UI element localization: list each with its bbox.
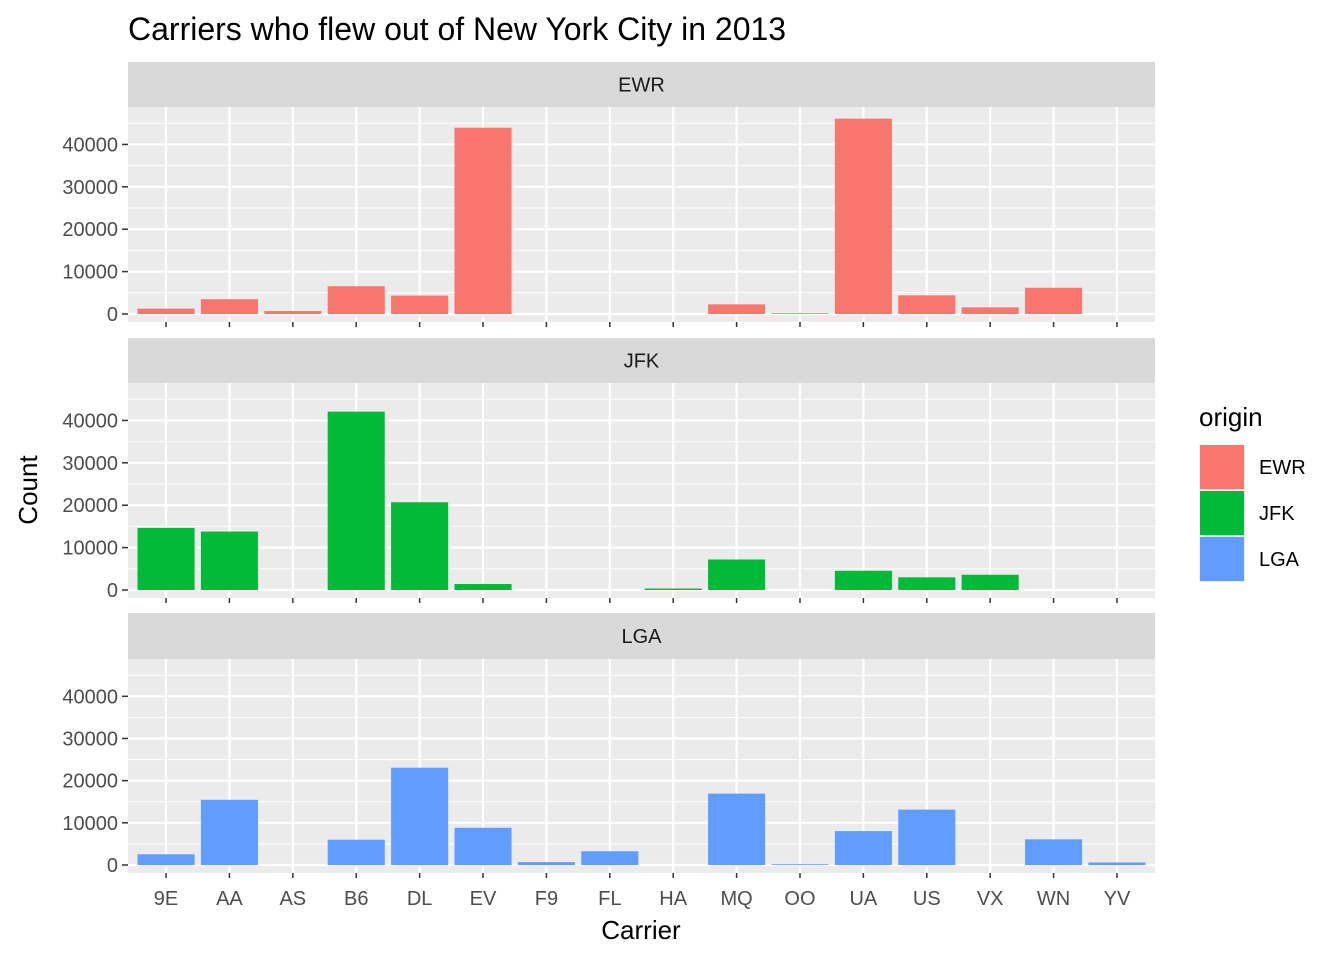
y-tick-label: 20000 [62,495,118,517]
bar-jfk-vx [961,574,1019,590]
facet-ewr: EWR 0 10000 20000 30000 40000 [62,62,1155,327]
panel-background [128,659,1155,873]
y-tick-label: 0 [107,580,118,602]
bar-lga-dl [391,767,449,865]
y-tick-label: 20000 [62,771,118,793]
x-tick-label: OO [784,888,815,910]
bar-jfk-ua [834,570,892,590]
bar-ewr-dl [391,295,449,314]
x-tick-label: WN [1037,888,1070,910]
facet-strip [128,338,1155,383]
bar-jfk-ev [454,584,512,590]
bar-ewr-mq [708,304,766,314]
x-tick-label: US [913,888,941,910]
bar-lga-aa [200,799,258,865]
facet-jfk: JFK 0 10000 20000 30000 40000 [62,338,1155,603]
facet-lga: LGA 0 10000 20000 30000 40000 9E AA AS B6 DL EV F9 FL… [62,613,1155,910]
bar-jfk-us [898,577,956,590]
bar-ewr-vx [961,307,1019,314]
x-tick-label: UA [849,888,877,910]
bar-ewr-as [264,310,322,314]
bar-ewr-wn [1025,287,1083,314]
bar-jfk-aa [200,531,258,590]
facet-strip [128,613,1155,659]
bar-ewr-oo [771,313,829,314]
x-tick-label: AA [216,888,243,910]
x-tick-label: VX [977,888,1004,910]
legend: origin EWR JFK LGA [1199,402,1306,582]
legend-item-ewr: EWR [1199,444,1306,490]
facet-strip [128,62,1155,107]
y-tick-label: 10000 [62,262,118,284]
x-axis-title: Carrier [601,915,681,945]
y-tick-label: 30000 [62,177,118,199]
bar-jfk-9e [137,527,195,590]
bar-jfk-mq [708,559,766,590]
bar-ewr-aa [200,299,258,314]
bar-lga-wn [1025,839,1083,865]
facet-strip-label: JFK [624,351,660,373]
legend-label: JFK [1259,503,1295,525]
bar-ewr-ua [834,118,892,314]
bar-ewr-us [898,295,956,314]
bar-lga-yv [1088,862,1146,865]
bar-ewr-9e [137,308,195,314]
legend-item-jfk: JFK [1199,490,1295,536]
y-tick-label: 40000 [62,134,118,156]
y-tick-label: 40000 [62,410,118,432]
y-tick-label: 20000 [62,219,118,241]
bar-lga-us [898,809,956,865]
legend-key-swatch [1200,445,1244,489]
y-tick-label: 30000 [62,728,118,750]
bar-lga-mq [708,793,766,865]
y-tick-label: 10000 [62,538,118,560]
chart-title: Carriers who flew out of New York City i… [128,11,786,47]
legend-title: origin [1199,402,1263,432]
bar-ewr-ev [454,127,512,314]
x-tick-label: HA [659,888,687,910]
bar-lga-fl [581,851,639,865]
x-tick-label: MQ [720,888,752,910]
facet-strip-label: LGA [621,626,662,648]
bar-lga-oo [771,864,829,865]
legend-key-swatch [1200,537,1244,581]
y-tick-label: 0 [107,304,118,326]
x-tick-label: FL [598,888,621,910]
legend-label: LGA [1259,549,1300,571]
x-tick-label: 9E [154,888,178,910]
y-tick-label: 10000 [62,813,118,835]
bar-lga-f9 [517,862,575,865]
x-tick-label: EV [470,888,497,910]
facet-panels: EWR 0 10000 20000 30000 40000 JFK 0 10000 20000 30… [62,62,1155,910]
panel-background [128,383,1155,598]
bar-lga-b6 [327,839,385,865]
bar-jfk-dl [391,502,449,590]
y-tick-label: 40000 [62,686,118,708]
x-tick-label: F9 [535,888,558,910]
x-tick-label: YV [1104,888,1131,910]
bar-ewr-b6 [327,286,385,314]
legend-key-swatch [1200,491,1244,535]
bar-lga-ev [454,827,512,865]
y-axis-title: Count [13,455,43,525]
x-tick-label: DL [407,888,433,910]
panel-background [128,107,1155,322]
legend-item-lga: LGA [1199,536,1300,582]
bar-lga-9e [137,854,195,865]
y-tick-label: 30000 [62,453,118,475]
bar-jfk-b6 [327,411,385,590]
bar-jfk-ha [644,588,702,590]
facet-strip-label: EWR [618,75,665,97]
legend-label: EWR [1259,457,1306,479]
y-tick-label: 0 [107,855,118,877]
bar-lga-ua [834,831,892,865]
x-tick-label: B6 [344,888,368,910]
x-tick-label: AS [279,888,306,910]
